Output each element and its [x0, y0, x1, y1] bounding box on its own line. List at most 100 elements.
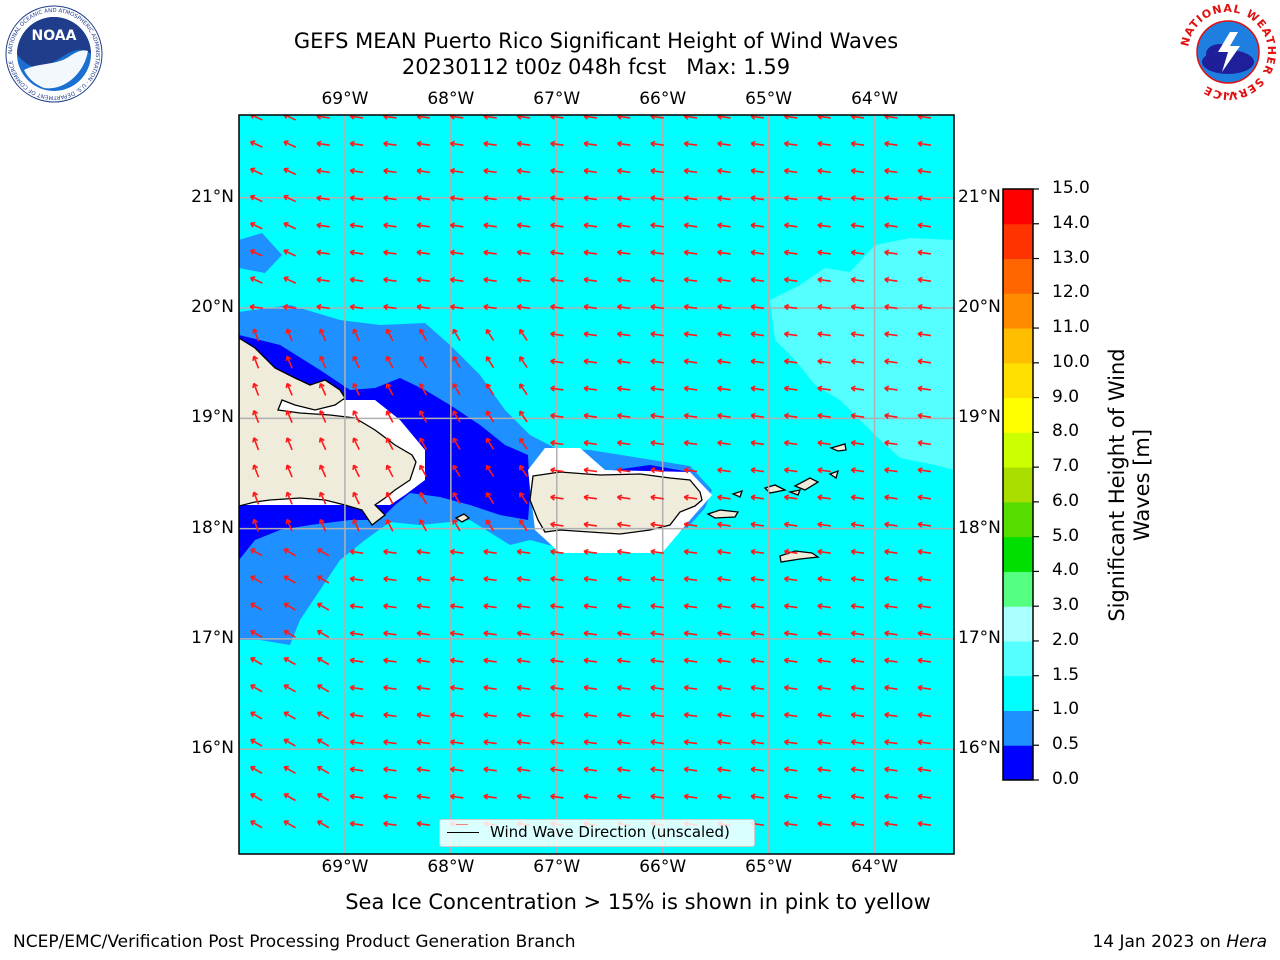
wave-direction-arrow — [850, 331, 865, 338]
wave-direction-arrow — [884, 684, 898, 692]
lon-label-bottom: 64°W — [851, 857, 899, 877]
colorbar-tick-label: 6.0 — [1052, 490, 1080, 511]
wave-direction-arrow — [650, 521, 664, 528]
wave-direction-arrow — [817, 303, 831, 311]
colorbar-segment — [1003, 606, 1033, 642]
wave-direction-arrow — [283, 276, 297, 284]
wave-direction-arrow — [884, 385, 898, 392]
wave-direction-arrow — [650, 222, 664, 229]
wave-direction-arrow — [285, 328, 293, 342]
wave-direction-arrow — [917, 412, 932, 420]
lon-label-top: 68°W — [427, 89, 475, 109]
wave-direction-arrow — [783, 276, 798, 284]
wave-direction-arrow — [817, 412, 831, 420]
wave-direction-arrow — [349, 793, 364, 800]
wave-direction-arrow — [485, 437, 495, 450]
wave-direction-arrow — [419, 383, 428, 396]
wave-direction-arrow — [750, 358, 765, 365]
wave-direction-arrow — [452, 383, 461, 396]
wave-direction-arrow — [917, 711, 932, 719]
wave-direction-arrow — [349, 684, 364, 692]
wave-direction-arrow — [483, 684, 497, 692]
wave-direction-arrow — [750, 575, 765, 583]
wave-direction-arrow — [449, 739, 464, 746]
wave-direction-arrow — [750, 684, 765, 692]
wave-direction-arrow — [850, 276, 865, 284]
wave-direction-arrow — [383, 630, 397, 637]
wave-direction-arrow — [917, 494, 932, 501]
wave-direction-arrow — [519, 410, 528, 423]
wave-direction-arrow — [283, 738, 296, 747]
wave-direction-arrow — [519, 492, 528, 505]
max-value: Max: 1.59 — [686, 55, 791, 79]
wave-direction-arrow — [650, 276, 664, 284]
wave-direction-arrow — [616, 331, 631, 338]
wave-direction-arrow — [817, 630, 831, 637]
wave-direction-arrow — [383, 548, 397, 556]
wave-direction-arrow — [283, 684, 296, 693]
wave-direction-arrow — [616, 467, 631, 474]
wave-direction-arrow — [416, 657, 431, 664]
wave-direction-arrow — [385, 382, 394, 396]
wave-direction-arrow — [419, 355, 428, 369]
wave-direction-arrow — [485, 328, 495, 341]
wave-direction-arrow — [550, 249, 564, 256]
colorbar-tick-label: 13.0 — [1052, 247, 1090, 268]
wave-direction-arrow — [419, 410, 428, 423]
wave-direction-arrow — [416, 222, 431, 229]
wave-direction-arrow — [316, 548, 330, 557]
forecast-date: 20230112 t00z 048h fcst — [401, 55, 667, 79]
colorbar-tick-label: 0.5 — [1052, 734, 1080, 755]
wave-direction-arrow — [717, 711, 731, 719]
wave-direction-arrow — [416, 548, 431, 556]
wave-direction-arrow — [483, 276, 497, 284]
wave-direction-arrow — [583, 793, 598, 800]
wave-direction-arrow — [349, 195, 364, 202]
wave-direction-arrow — [452, 519, 461, 532]
wave-direction-arrow — [516, 766, 531, 773]
wave-direction-arrow — [884, 412, 898, 420]
legend-label: Wind Wave Direction (unscaled) — [490, 823, 730, 841]
wave-direction-arrow — [516, 603, 531, 610]
wave-direction-arrow — [516, 249, 531, 256]
wave-direction-arrow — [750, 140, 765, 148]
wave-direction-arrow — [449, 249, 464, 256]
wave-direction-arrow — [316, 629, 330, 638]
wave-direction-arrow — [683, 521, 698, 528]
wave-direction-arrow — [650, 548, 664, 556]
wave-direction-arrow — [583, 439, 598, 447]
wave-direction-arrow — [783, 303, 798, 311]
wave-direction-arrow — [917, 820, 932, 828]
wave-direction-arrow — [285, 382, 293, 396]
wave-direction-arrow — [416, 711, 431, 719]
chart-title: GEFS MEAN Puerto Rico Significant Height… — [293, 29, 899, 53]
wave-direction-arrow — [683, 385, 698, 392]
wave-direction-arrow — [316, 276, 330, 284]
wave-direction-arrow — [485, 356, 495, 369]
wave-direction-arrow — [385, 328, 394, 342]
wave-direction-arrow — [850, 249, 865, 256]
wave-direction-arrow — [850, 739, 865, 746]
wave-direction-arrow — [452, 410, 461, 423]
colorbar-segment — [1003, 467, 1033, 503]
land-st-croix — [779, 550, 820, 563]
wave-direction-arrow — [352, 410, 360, 423]
wave-direction-arrow — [449, 548, 464, 556]
wave-direction-arrow — [316, 820, 330, 829]
wave-direction-arrow — [783, 358, 798, 365]
wave-direction-arrow — [383, 820, 397, 828]
wave-direction-arrow — [917, 575, 932, 583]
wave-direction-arrow — [683, 575, 698, 583]
wave-direction-arrow — [683, 439, 698, 447]
wave-direction-arrow — [717, 140, 731, 148]
wave-direction-arrow — [683, 494, 698, 501]
wave-direction-arrow — [416, 276, 431, 284]
wave-direction-arrow — [285, 355, 293, 369]
lat-label-right: 20°N — [958, 297, 1001, 318]
wave-direction-arrow — [383, 140, 397, 148]
wave-direction-arrow — [850, 140, 865, 148]
wave-direction-arrow — [283, 602, 296, 611]
chart-subtitle: 20230112 t00z 048h fcst Max: 1.59 — [0, 54, 1192, 80]
wave-direction-arrow — [485, 519, 495, 532]
wave-direction-arrow — [817, 548, 831, 556]
